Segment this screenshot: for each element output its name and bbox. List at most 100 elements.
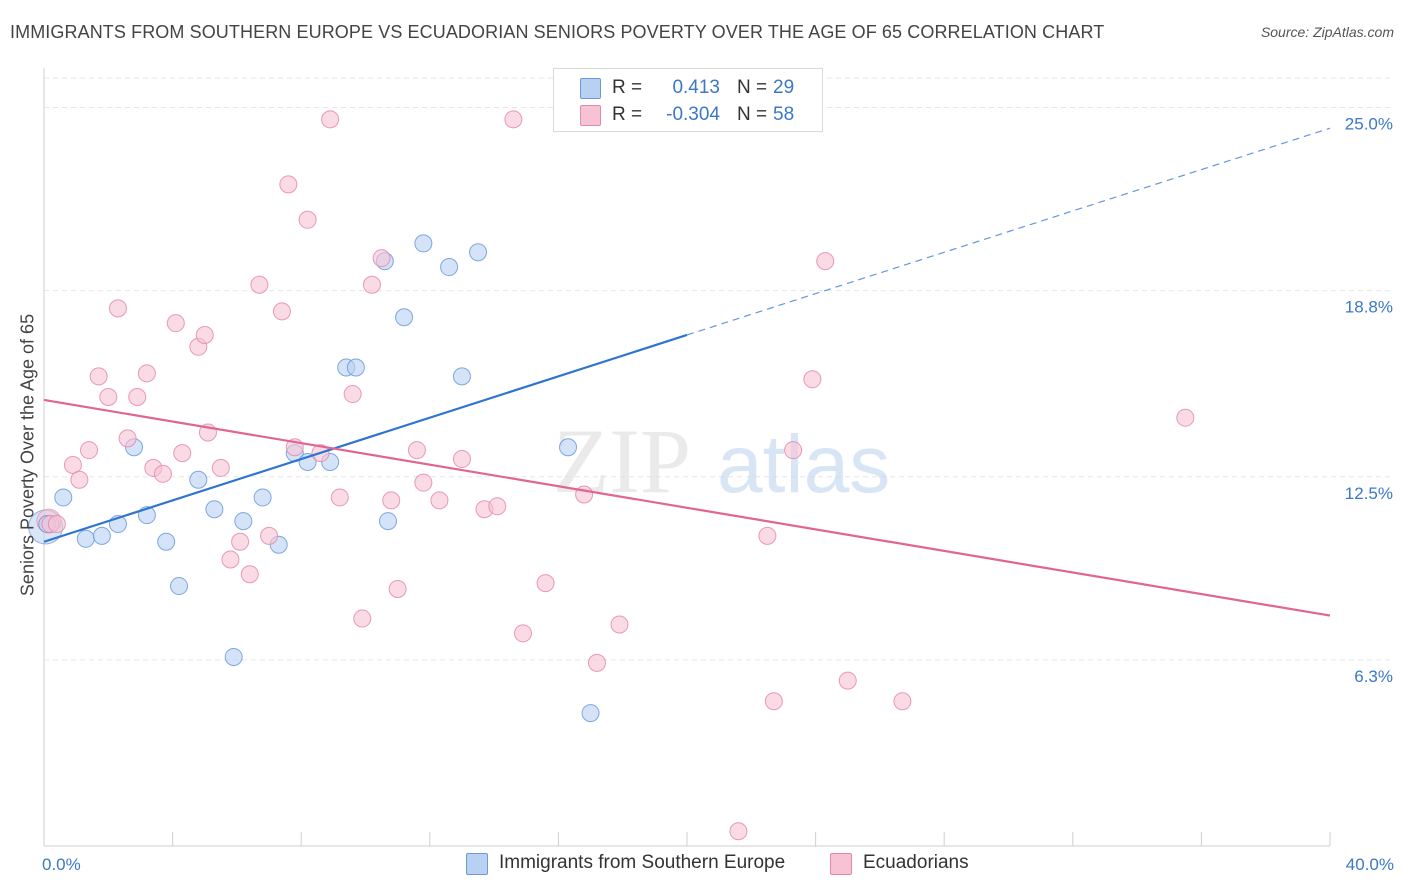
- ecuadorians-point: [536, 574, 555, 593]
- immigrants-point: [189, 470, 208, 489]
- ecuadorians-point: [137, 364, 156, 383]
- axis-layer: [43, 68, 1331, 847]
- immigrants-point: [379, 512, 398, 531]
- ecuadorians-point: [816, 252, 835, 271]
- immigrants-trend-extension: [686, 127, 1331, 336]
- immigrants-point: [395, 308, 414, 327]
- immigrants-point: [253, 488, 272, 507]
- immigrants-point: [559, 438, 578, 457]
- y-tick-label: 12.5%: [1345, 484, 1393, 503]
- ecuadorians-point: [729, 822, 748, 841]
- ecuadorians-trend-line: [43, 398, 1331, 617]
- immigrants-point: [346, 358, 365, 377]
- legend-swatch-pink: [830, 853, 852, 875]
- ecuadorians-point: [430, 491, 449, 510]
- ecuadorians-point: [343, 385, 362, 404]
- ecuadorians-point: [330, 488, 349, 507]
- x-tick-label: 40.0%: [1346, 855, 1394, 874]
- legend-swatch-blue: [580, 78, 601, 99]
- ecuadorians-point: [514, 624, 533, 643]
- ecuadorians-point: [388, 580, 407, 599]
- ecuadorians-point: [764, 692, 783, 711]
- immigrants-point: [452, 367, 471, 386]
- watermark-atlas: atlas: [717, 419, 890, 510]
- legend-r-value: -0.304: [666, 104, 720, 125]
- ecuadorians-point: [321, 110, 340, 129]
- ecuadorians-point: [240, 565, 259, 584]
- ecuadorians-point: [803, 370, 822, 389]
- ecuadorians-point: [382, 491, 401, 510]
- ecuadorians-point: [250, 275, 269, 294]
- immigrants-point: [224, 647, 243, 666]
- legend-swatch-pink: [580, 105, 601, 126]
- y-tick-label: 25.0%: [1345, 115, 1393, 134]
- legend-n-value: 58: [773, 104, 795, 125]
- ecuadorians-point: [173, 444, 192, 463]
- ecuadorians-point: [153, 464, 172, 483]
- immigrants-point: [205, 500, 224, 519]
- ecuadorians-point: [260, 526, 279, 545]
- ecuadorians-point: [414, 473, 433, 492]
- legend-label-immigrants: Immigrants from Southern Europe: [499, 852, 786, 873]
- ecuadorians-point: [108, 299, 127, 318]
- legend-n-value: 29: [773, 77, 795, 98]
- immigrants-point: [76, 529, 95, 548]
- legend-r-label: R =: [612, 104, 643, 125]
- ecuadorians-point: [80, 441, 99, 460]
- y-axis-label: Seniors Poverty Over the Age of 65: [17, 313, 38, 597]
- points-layer: [28, 110, 1195, 841]
- y-tick-label: 18.8%: [1345, 298, 1393, 317]
- ecuadorians-point: [272, 302, 291, 321]
- legend-n-label: N =: [737, 104, 768, 125]
- legend-r-label: R =: [612, 77, 643, 98]
- ecuadorians-point: [362, 275, 381, 294]
- immigrants-point: [170, 577, 189, 596]
- ecuadorians-point: [166, 314, 185, 333]
- immigrants-point: [234, 512, 253, 531]
- ecuadorians-point: [504, 110, 523, 129]
- ecuadorians-point: [279, 175, 298, 194]
- legend-label-ecuadorians: Ecuadorians: [863, 852, 969, 873]
- ecuadorians-point: [231, 532, 250, 551]
- immigrants-point: [581, 704, 600, 723]
- ecuadorians-point: [47, 515, 66, 534]
- immigrants-trend-line: [43, 333, 688, 543]
- ecuadorians-point: [838, 671, 857, 690]
- ecuadorians-point: [70, 470, 89, 489]
- immigrants-point: [54, 488, 73, 507]
- chart-title: IMMIGRANTS FROM SOUTHERN EUROPE VS ECUAD…: [10, 22, 1105, 42]
- ecuadorians-point: [99, 388, 118, 407]
- ecuadorians-point: [128, 388, 147, 407]
- ecuadorians-point: [195, 325, 214, 344]
- ecuadorians-point: [211, 458, 230, 477]
- immigrants-point: [414, 234, 433, 253]
- ecuadorians-point: [407, 441, 426, 460]
- ecuadorians-point: [118, 429, 137, 448]
- ecuadorians-point: [610, 615, 629, 634]
- immigrants-point: [469, 243, 488, 262]
- source-label: Source: ZipAtlas.com: [1260, 24, 1394, 40]
- x-tick-label: 0.0%: [42, 855, 81, 874]
- ecuadorians-point: [488, 497, 507, 516]
- legend-n-label: N =: [737, 77, 768, 98]
- ecuadorians-point: [893, 692, 912, 711]
- ecuadorians-point: [353, 609, 372, 628]
- immigrants-point: [157, 532, 176, 551]
- legend-r-value: 0.413: [672, 77, 720, 98]
- ecuadorians-point: [372, 249, 391, 268]
- watermark: ZIP atlas: [553, 410, 890, 512]
- ecuadorians-point: [1176, 408, 1195, 427]
- ecuadorians-point: [221, 550, 240, 569]
- ecuadorians-point: [452, 450, 471, 469]
- ecuadorians-point: [89, 367, 108, 386]
- trend-layer: [43, 127, 1331, 617]
- immigrants-point: [92, 526, 111, 545]
- ecuadorians-point: [587, 653, 606, 672]
- tick-label-layer: 6.3% 12.5% 18.8% 25.0% 0.0% 40.0%: [42, 115, 1394, 874]
- y-tick-label: 6.3%: [1354, 667, 1393, 686]
- correlation-legend: R = 0.413 N = 29 R = -0.304 N = 58: [553, 68, 823, 132]
- legend-swatch-blue: [466, 853, 488, 875]
- ecuadorians-point: [758, 526, 777, 545]
- ecuadorians-point: [298, 210, 317, 229]
